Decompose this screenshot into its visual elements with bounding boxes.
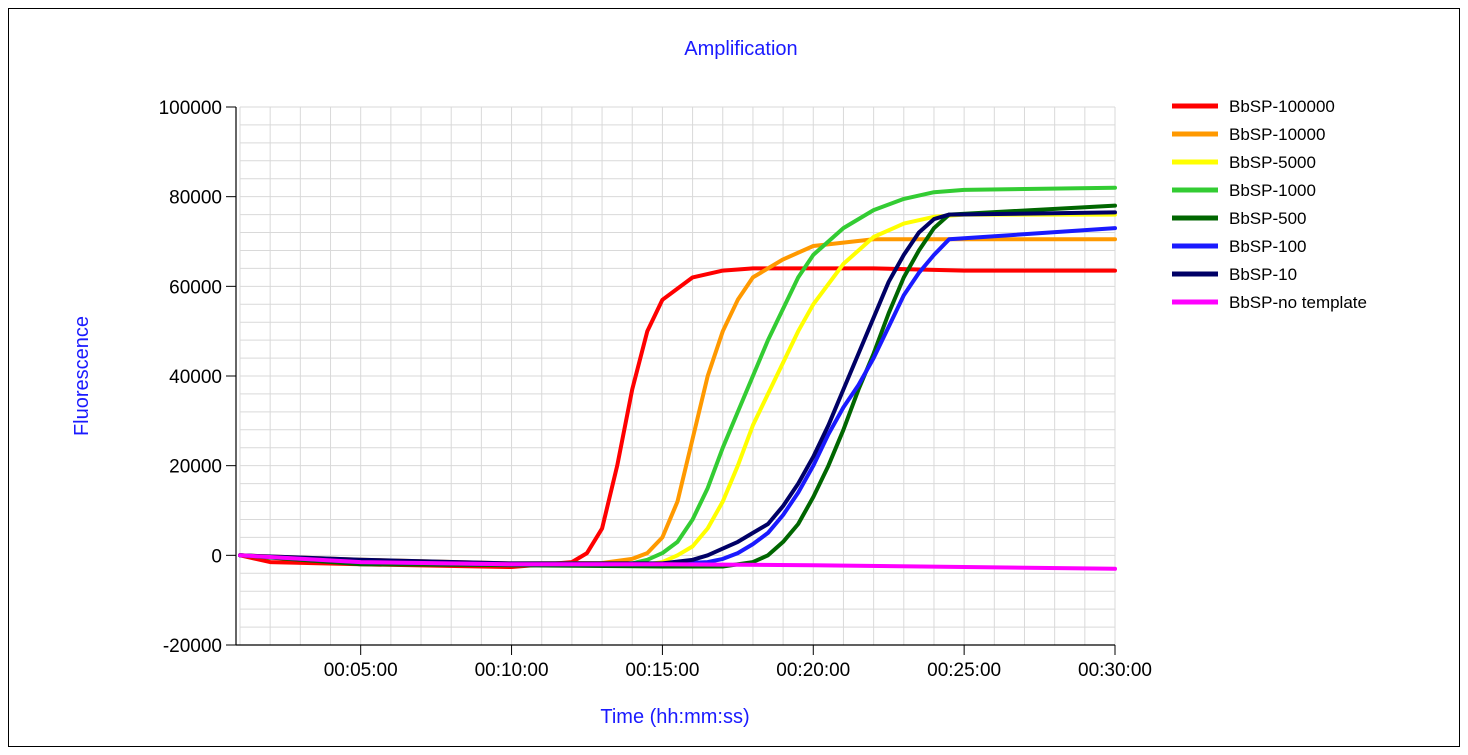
y-tick-label: 40000 <box>169 367 222 388</box>
chart-frame <box>8 8 1460 747</box>
legend-label: BbSP-no template <box>1229 293 1367 312</box>
series-line <box>238 553 1117 571</box>
legend: BbSP-100000 BbSP-10000 BbSP-5000 BbSP-1000 B… <box>1172 97 1367 312</box>
axes: -20000 0 20000 40000 60000 80000 100000 00:05:0… <box>159 98 1152 681</box>
y-tick-label: 80000 <box>169 188 222 209</box>
x-tick-label: 00:20:00 <box>776 660 850 681</box>
x-tick-label: 00:10:00 <box>475 660 549 681</box>
y-tick-label: 100000 <box>159 98 222 119</box>
legend-label: BbSP-10 <box>1229 265 1297 284</box>
legend-label: BbSP-100 <box>1229 237 1307 256</box>
y-tick-label: -20000 <box>163 636 222 657</box>
legend-label: BbSP-10000 <box>1229 125 1325 144</box>
series-line <box>238 203 1117 569</box>
x-tick-label: 00:25:00 <box>927 660 1001 681</box>
legend-label: BbSP-100000 <box>1229 97 1335 116</box>
x-axis-label: Time (hh:mm:ss) <box>600 706 749 728</box>
y-tick-label: 20000 <box>169 457 222 478</box>
y-axis-label: Fluorescence <box>71 316 93 436</box>
legend-label: BbSP-1000 <box>1229 181 1316 200</box>
x-tick-label: 00:15:00 <box>625 660 699 681</box>
legend-label: BbSP-5000 <box>1229 153 1316 172</box>
series-line <box>238 226 1117 567</box>
y-tick-label: 60000 <box>169 277 222 298</box>
x-tick-label: 00:30:00 <box>1078 660 1152 681</box>
chart-title: Amplification <box>684 38 797 60</box>
series-line <box>238 212 1117 567</box>
legend-label: BbSP-500 <box>1229 209 1307 228</box>
y-tick-label: 0 <box>211 546 222 567</box>
series-line <box>238 266 1117 569</box>
series-line <box>238 210 1117 566</box>
x-tick-label: 00:05:00 <box>324 660 398 681</box>
plot-area <box>238 185 1117 571</box>
